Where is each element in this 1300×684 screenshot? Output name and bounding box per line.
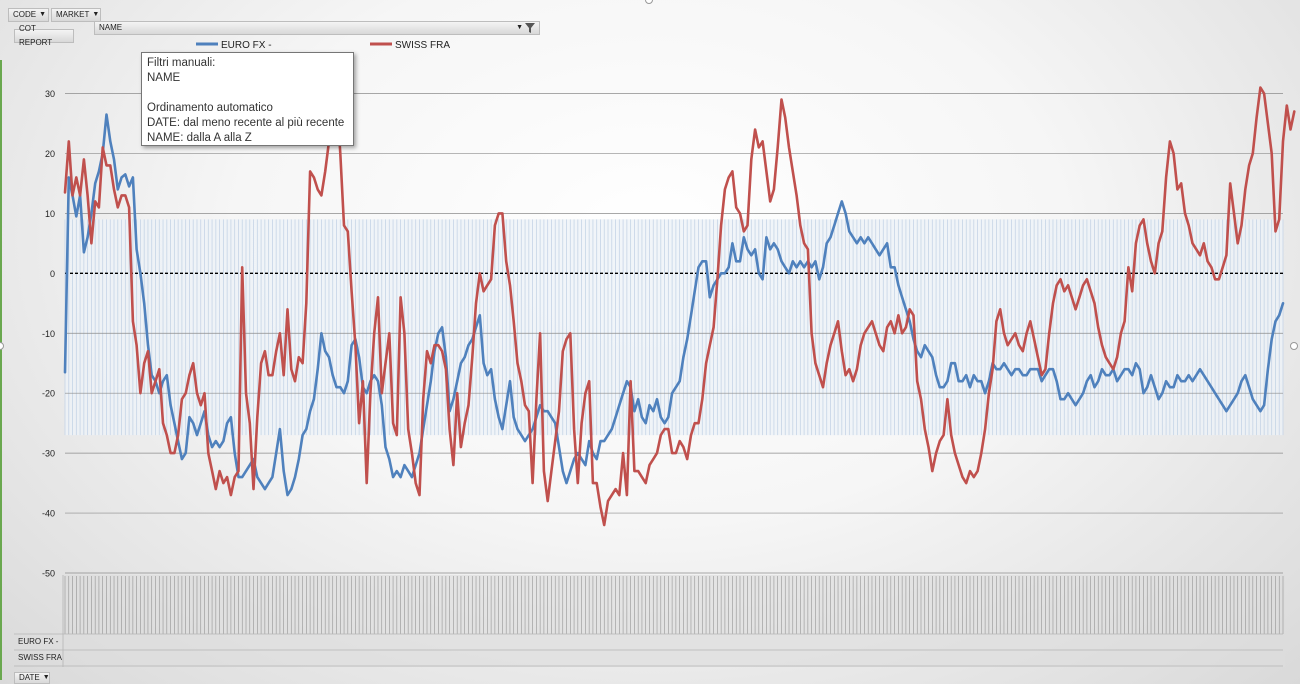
chevron-down-icon: ▼: [42, 674, 50, 681]
x-axis-tick-marks: [64, 576, 1284, 634]
tooltip-line: NAME: [147, 72, 181, 84]
cot-report-label: COT REPORT: [19, 24, 53, 47]
tooltip-line: NAME: dalla A alla Z: [147, 132, 252, 144]
table-row-label-euro: EURO FX -: [18, 637, 59, 646]
name-filter-label: NAME: [99, 23, 123, 32]
y-tick-label: 20: [45, 149, 55, 159]
y-tick-label: -20: [42, 389, 55, 399]
tooltip-line: DATE: dal meno recente al più recente: [147, 117, 345, 129]
market-filter-button[interactable]: MARKET ▼: [51, 8, 101, 22]
cot-report-button[interactable]: COT REPORT: [14, 24, 74, 47]
legend-label: EURO FX -: [221, 40, 272, 51]
left-edge-accent: [0, 60, 2, 680]
name-filter-button[interactable]: NAME ▼: [94, 21, 540, 35]
y-tick-label: -40: [42, 509, 55, 519]
y-tick-label: -30: [42, 449, 55, 459]
chevron-down-icon: ▼: [516, 24, 523, 31]
y-tick-label: -10: [42, 329, 55, 339]
chevron-down-icon: ▼: [39, 11, 47, 18]
date-filter-button[interactable]: DATE ▼: [14, 672, 50, 684]
filter-tooltip: Filtri manuali: NAME Ordinamento automat…: [141, 52, 354, 146]
series-line-swiss-fra: [63, 86, 1296, 527]
x-axis-label-strip: [63, 575, 1285, 667]
y-tick-label: 0: [50, 269, 55, 279]
date-filter-label: DATE: [19, 673, 40, 682]
series-line-euro-fx: [63, 113, 1285, 497]
tooltip-line: Filtri manuali:: [147, 57, 216, 69]
code-filter-button[interactable]: CODE ▼: [8, 8, 49, 22]
tooltip-line: [147, 86, 348, 101]
y-tick-label: -50: [42, 569, 55, 579]
filter-funnel-icon: [525, 23, 535, 33]
code-filter-label: CODE: [13, 10, 37, 19]
market-filter-label: MARKET: [56, 10, 90, 19]
resize-handle-right[interactable]: [1290, 342, 1298, 350]
tooltip-line: Ordinamento automatico: [147, 102, 273, 114]
table-row-label-swiss: SWISS FRA: [18, 653, 63, 662]
legend-label: SWISS FRA: [395, 40, 450, 51]
chevron-down-icon: ▼: [92, 11, 100, 18]
y-tick-label: 30: [45, 89, 55, 99]
y-tick-label: 10: [45, 209, 55, 219]
band-hatch: [64, 219, 1284, 436]
